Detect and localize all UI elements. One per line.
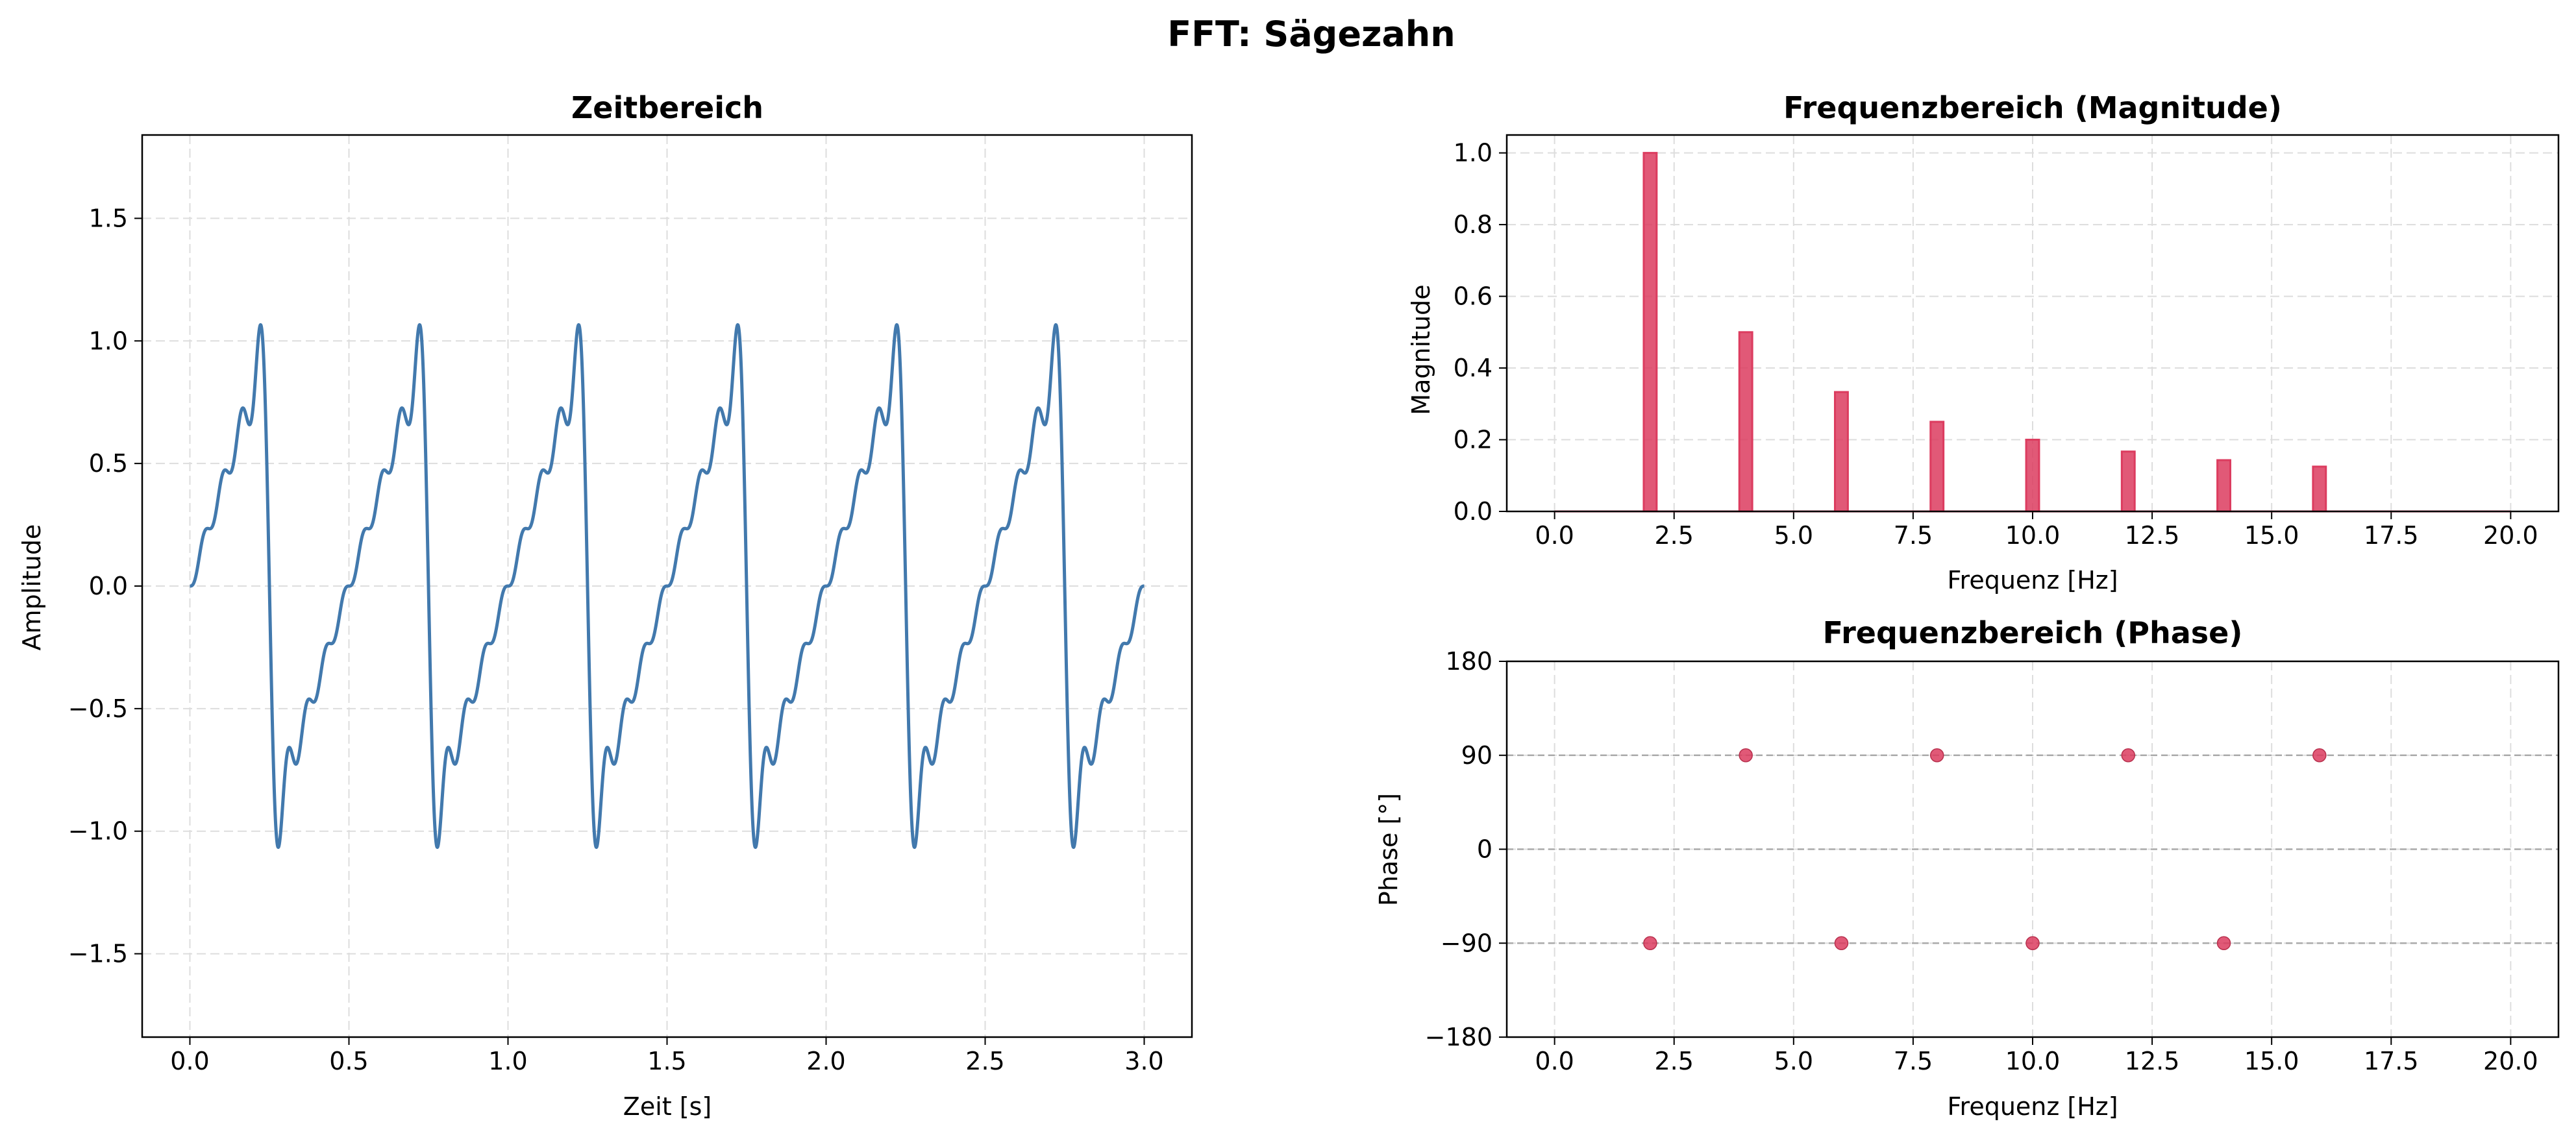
time-plot-title: Zeitbereich <box>571 90 763 125</box>
magnitude-plot-xtick-label: 15.0 <box>2244 521 2299 550</box>
time-plot-ylabel: Amplitude <box>18 524 46 651</box>
magnitude-plot-title: Frequenzbereich (Magnitude) <box>1783 90 2282 125</box>
magnitude-plot-ytick-label: 1.0 <box>1454 139 1492 167</box>
magnitude-bar <box>2216 459 2231 513</box>
magnitude-plot-ytick-label: 0.2 <box>1454 426 1492 454</box>
time-plot-xtick-label: 1.5 <box>647 1047 686 1075</box>
time-plot-xtick-label: 2.0 <box>806 1047 845 1075</box>
magnitude-bar <box>2120 450 2136 513</box>
time-signal-line <box>188 323 1146 850</box>
time-plot-ytick-label: −0.5 <box>68 694 128 723</box>
phase-point <box>2025 936 2040 950</box>
phase-point <box>1739 748 1753 763</box>
magnitude-plot-xtick-label: 7.5 <box>1894 521 1933 550</box>
magnitude-plot-xlabel: Frequenz [Hz] <box>1947 566 2118 594</box>
time-plot-ytick-label: 1.0 <box>89 326 128 355</box>
time-plot-ytick-label: −1.5 <box>68 940 128 968</box>
time-plot-xtick-label: 2.5 <box>965 1047 1004 1075</box>
phase-plot-ytick-label: 180 <box>1445 647 1492 676</box>
magnitude-plot-xtick-label: 2.5 <box>1655 521 1694 550</box>
figure-suptitle: FFT: Sägezahn <box>1167 14 1455 55</box>
magnitude-plot-xtick-label: 5.0 <box>1774 521 1813 550</box>
magnitude-plot: Frequenzbereich (Magnitude) Frequenz [Hz… <box>1407 90 2560 594</box>
phase-plot-ylabel: Phase [°] <box>1374 793 1403 906</box>
time-plot-ytick-label: −1.0 <box>68 817 128 846</box>
magnitude-plot-xtick-label: 10.0 <box>2005 521 2061 550</box>
phase-plot-xtick-label: 20.0 <box>2483 1047 2538 1075</box>
phase-plot-xtick-label: 2.5 <box>1655 1047 1694 1075</box>
phase-plot-ytick-label: −90 <box>1441 929 1492 957</box>
phase-plot-ytick-label: −180 <box>1425 1023 1492 1051</box>
phase-point <box>1834 936 1849 950</box>
phase-plot-frame <box>1505 660 2560 1038</box>
time-plot-xtick-label: 0.5 <box>329 1047 368 1075</box>
phase-plot-xlabel: Frequenz [Hz] <box>1947 1092 2118 1121</box>
phase-plot: Frequenzbereich (Phase) Frequenz [Hz] Ph… <box>1374 615 2560 1121</box>
magnitude-plot-xtick-label: 12.5 <box>2125 521 2180 550</box>
phase-point <box>2216 936 2231 950</box>
magnitude-plot-ylabel: Magnitude <box>1407 284 1435 415</box>
magnitude-bar <box>1738 331 1753 513</box>
phase-plot-title: Frequenzbereich (Phase) <box>1823 615 2243 650</box>
time-plot-xlabel: Zeit [s] <box>623 1092 712 1121</box>
time-plot-ytick-label: 0.0 <box>89 572 128 600</box>
magnitude-plot-ytick-label: 0.0 <box>1454 497 1492 526</box>
time-domain-plot: Zeitbereich Zeit [s] Amplitude 0.0 0.5 1.0… <box>18 90 1193 1121</box>
phase-plot-xtick-label: 7.5 <box>1894 1047 1933 1075</box>
magnitude-bar <box>2312 465 2327 513</box>
phase-plot-xtick-label: 5.0 <box>1774 1047 1813 1075</box>
magnitude-bar <box>1929 421 1945 513</box>
time-plot-xtick-label: 0.0 <box>170 1047 209 1075</box>
time-plot-frame <box>141 134 1193 1038</box>
phase-plot-xtick-label: 17.5 <box>2364 1047 2419 1075</box>
phase-point <box>1929 748 1944 763</box>
magnitude-bar <box>1834 391 1849 513</box>
magnitude-plot-xtick-label: 0.0 <box>1535 521 1574 550</box>
phase-plot-xtick-label: 15.0 <box>2244 1047 2299 1075</box>
magnitude-plot-ytick-label: 0.6 <box>1454 282 1492 311</box>
phase-plot-xtick-label: 0.0 <box>1535 1047 1574 1075</box>
phase-point <box>1643 936 1657 950</box>
phase-point <box>2312 748 2327 763</box>
magnitude-plot-ytick-label: 0.8 <box>1454 210 1492 239</box>
magnitude-plot-frame <box>1505 134 2560 513</box>
time-plot-ytick-label: 0.5 <box>89 449 128 478</box>
phase-plot-xtick-label: 12.5 <box>2125 1047 2180 1075</box>
magnitude-bar <box>2025 439 2040 513</box>
time-plot-xtick-label: 3.0 <box>1124 1047 1163 1075</box>
time-plot-ytick-label: 1.5 <box>89 204 128 232</box>
magnitude-plot-xtick-label: 20.0 <box>2483 521 2538 550</box>
phase-plot-ytick-label: 90 <box>1461 741 1492 770</box>
magnitude-plot-xtick-label: 17.5 <box>2364 521 2419 550</box>
phase-point <box>2121 748 2136 763</box>
phase-plot-xtick-label: 10.0 <box>2005 1047 2061 1075</box>
phase-plot-ytick-label: 0 <box>1477 835 1492 864</box>
magnitude-bar <box>1642 152 1658 513</box>
time-plot-xtick-label: 1.0 <box>488 1047 527 1075</box>
magnitude-plot-ytick-label: 0.4 <box>1454 354 1492 382</box>
